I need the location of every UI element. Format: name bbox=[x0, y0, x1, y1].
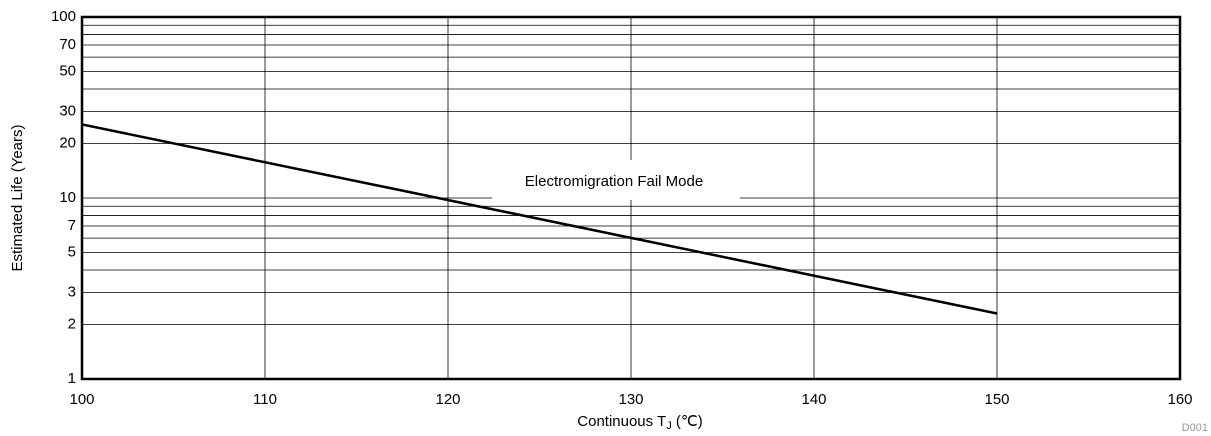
y-tick-label: 5 bbox=[68, 243, 76, 260]
x-tick-label: 100 bbox=[69, 391, 94, 408]
y-tick-label: 2 bbox=[68, 315, 76, 332]
x-tick-label: 120 bbox=[435, 391, 460, 408]
data-line bbox=[81, 123, 998, 315]
y-tick-label: 7 bbox=[68, 217, 76, 234]
y-axis-label: Estimated Life (Years) bbox=[9, 124, 26, 271]
x-tick-label: 140 bbox=[801, 391, 826, 408]
y-tick-label: 100 bbox=[51, 8, 76, 25]
y-tick-label: 10 bbox=[59, 189, 76, 206]
y-tick-label: 3 bbox=[68, 284, 76, 301]
plot-frame bbox=[80, 15, 1182, 381]
x-tick-label: 150 bbox=[984, 391, 1009, 408]
figure-id: D001 bbox=[1182, 422, 1208, 434]
x-tick-label: 160 bbox=[1167, 391, 1192, 408]
x-axis-label: Continuous TJ (℃) bbox=[577, 413, 702, 432]
annotation-box bbox=[492, 160, 740, 200]
y-tick-label: 1 bbox=[68, 370, 76, 387]
x-label-subscript: J bbox=[666, 420, 672, 432]
x-label-part: Continuous T bbox=[577, 413, 666, 430]
y-tick-label: 20 bbox=[59, 134, 76, 151]
x-tick-label: 130 bbox=[618, 391, 643, 408]
x-label-part: (℃) bbox=[672, 413, 703, 430]
x-tick-label: 110 bbox=[253, 391, 277, 408]
y-tick-label: 50 bbox=[59, 62, 76, 79]
y-tick-label: 30 bbox=[59, 103, 76, 120]
annotation: Electromigration Fail Mode bbox=[525, 173, 703, 190]
y-tick-label: 70 bbox=[59, 36, 76, 53]
